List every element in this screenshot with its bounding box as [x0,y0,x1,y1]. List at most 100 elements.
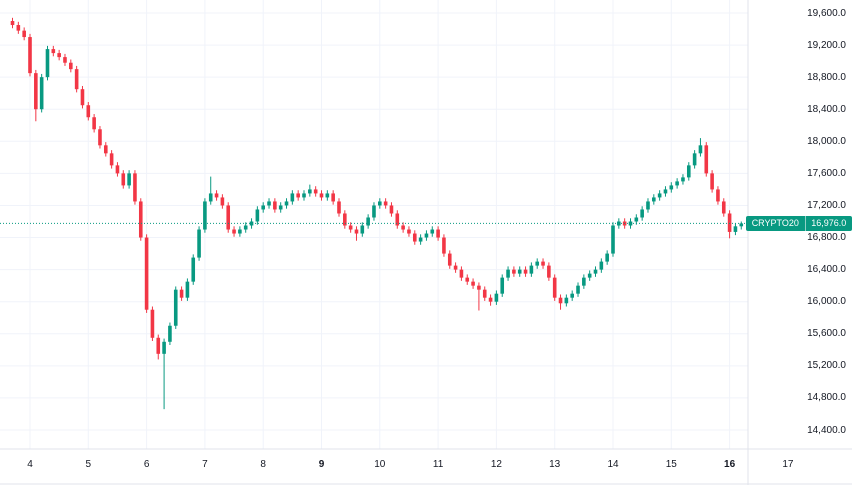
candle-body [238,229,242,234]
candle [80,85,85,109]
candle-body [663,189,668,194]
candle [517,266,522,277]
time-axis-label: 15 [665,459,677,470]
candle [488,294,493,306]
candle [436,226,440,241]
candle [343,210,347,229]
time-axis[interactable]: 4 5 6 7 8 9 10 11 12 13 14 15 16 17 [0,449,852,485]
candle-body [366,217,370,226]
candle-body [308,189,312,194]
candle-body [80,89,85,106]
candle-body [564,297,569,304]
candle-body [302,193,306,198]
candle-body [109,153,114,166]
candle [313,186,318,197]
price-axis[interactable]: 19,600.0 19,200.0 18,800.0 18,400.0 18,000.0… [748,0,852,449]
price-axis-label: 19,200.0 [807,39,846,51]
candle-body [319,193,324,198]
candle [587,270,592,281]
candle-body [477,285,481,290]
candle [442,234,446,257]
candle-body [599,261,604,270]
candle [109,150,114,169]
candle-body [220,197,225,206]
price-axis-label: 15,600.0 [807,328,846,340]
last-price-badge[interactable]: CRYPTO20 16,976.0 [746,215,852,231]
candle [220,194,225,209]
candle-body [447,253,452,266]
candle-body [424,233,429,238]
time-axis-label: 6 [143,459,150,470]
candle-body [103,145,108,154]
candle-body [681,177,685,182]
candle-body [249,221,254,226]
candle-body [517,269,522,274]
time-axis-label: 17 [782,459,794,470]
candle [681,174,685,185]
candle-body [605,253,609,262]
candle [319,190,324,201]
candle-body [453,265,458,270]
candle-body [739,223,744,227]
candle-body [98,129,102,146]
price-axis-label: 17,200.0 [807,199,846,211]
candle [663,186,668,197]
candle-body [34,73,38,110]
price-axis-label: 16,400.0 [807,264,846,276]
candle [692,150,697,169]
candle [34,69,38,122]
candle-body [611,225,615,254]
candle [675,178,679,189]
candle [447,250,452,269]
candle [197,226,201,261]
price-axis-label: 18,400.0 [807,103,846,115]
candle [39,73,44,113]
time-axis-label: 5 [85,459,92,470]
candle [669,182,674,193]
candle [267,198,271,209]
price-axis-label: 14,800.0 [807,392,846,404]
candle [162,338,166,410]
candle-body [488,297,493,302]
candle-body [86,105,91,118]
candle-body [442,237,446,254]
candle [103,142,108,157]
candle [395,210,400,229]
candle-body [232,229,236,234]
candle [255,206,260,225]
candle [214,190,219,201]
candle-body [115,165,120,174]
candle-body [57,53,61,58]
candle [471,278,475,289]
candle-body [354,229,359,234]
candle-body [127,173,131,186]
candle-body [208,193,213,202]
candle [727,210,732,239]
candle-body [296,193,300,198]
price-axis-label: 18,000.0 [807,135,846,147]
candle [430,226,435,237]
candle [477,282,481,311]
candle-body [69,62,73,70]
candle-body [686,165,691,178]
candle-body [273,201,277,210]
candle [698,138,703,157]
candle-body [290,193,295,202]
candle [465,274,470,285]
candle [529,262,534,277]
candle [721,198,726,217]
candle-body [512,269,516,274]
candle-body [558,297,563,304]
candle [482,286,487,301]
candle [127,170,131,189]
candle [331,190,335,205]
candle-body [378,201,382,206]
candle-body [593,269,598,274]
candle [273,198,277,213]
candle-body [389,205,394,214]
candle [337,198,341,217]
candle [710,170,714,193]
candle [407,226,411,237]
candle [51,45,56,57]
